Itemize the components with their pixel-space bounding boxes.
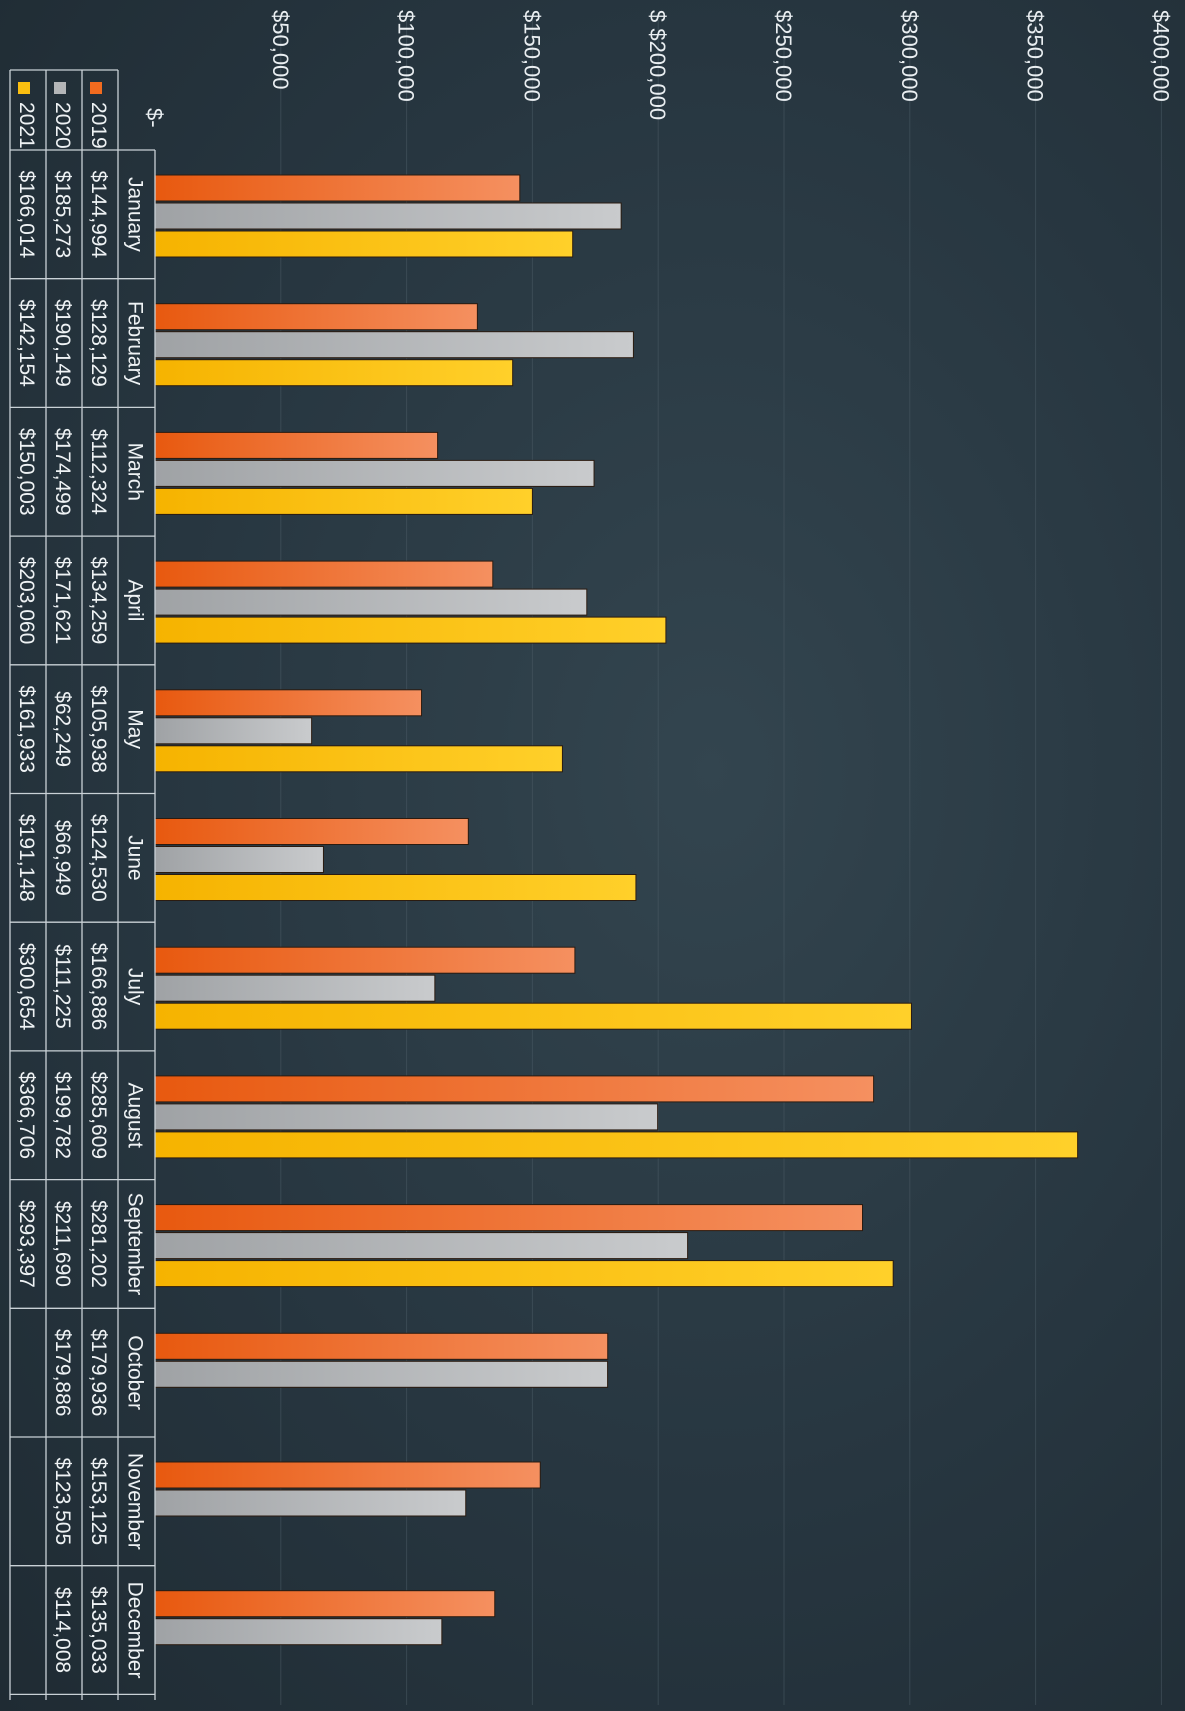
data-label-2019: $134,259 [87, 557, 110, 645]
bar-2019-december [154, 1590, 496, 1618]
data-label-2021: $150,003 [15, 428, 38, 516]
category-label: November [124, 1453, 147, 1550]
data-label-2019: $112,324 [87, 429, 110, 515]
bar-2019-november [154, 1461, 541, 1489]
category-label: October [124, 1335, 147, 1410]
data-label-2020: $211,690 [51, 1201, 74, 1287]
data-label-2019: $285,609 [87, 1071, 110, 1159]
bar-2020-november [154, 1489, 467, 1517]
bar-2020-june [154, 846, 324, 873]
bar-2019-may [154, 689, 423, 717]
y-tick-label: $ $200,000 [645, 10, 670, 120]
legend-label-2019: 2019 [87, 102, 110, 149]
y-tick-label: $100,000 [394, 10, 419, 102]
bar-2021-june [154, 874, 637, 901]
category-label: January [124, 177, 147, 252]
category-label: March [124, 443, 147, 501]
category-label: February [124, 301, 147, 386]
data-label-2019: $166,886 [87, 943, 110, 1031]
y-tick-label: $350,000 [1023, 10, 1048, 102]
bar-2020-october [154, 1360, 609, 1388]
bar-2019-april [154, 560, 494, 588]
bar-2020-september [154, 1232, 689, 1260]
y-tick-label: $250,000 [771, 10, 796, 102]
data-table: January February March April May June July Augu… [9, 69, 156, 1700]
bar-2021-may [154, 745, 563, 773]
bar-2021-april [154, 616, 667, 644]
data-label-2019: $153,125 [87, 1458, 110, 1546]
data-label-2021: $142,154 [15, 299, 38, 387]
bar-2021-july [154, 1002, 912, 1030]
data-label-2019: $281,202 [87, 1200, 110, 1288]
data-label-2020: $123,505 [51, 1458, 74, 1546]
bar-2020-august [154, 1103, 659, 1131]
bar-2019-february [154, 303, 478, 331]
y-tick-label: $300,000 [897, 10, 922, 102]
category-label: June [124, 835, 147, 881]
bar-2020-january [154, 202, 622, 230]
bar-2021-march [154, 487, 533, 515]
bar-2020-april [154, 588, 588, 616]
data-label-2019: $179,936 [87, 1329, 110, 1417]
data-label-2020: $190,149 [51, 299, 74, 387]
category-label: December [124, 1582, 147, 1679]
bar-2019-august [154, 1075, 875, 1103]
category-label: August [124, 1083, 147, 1149]
bar-2020-may [154, 717, 313, 745]
bar-2019-september [154, 1204, 864, 1232]
bar-2020-july [154, 974, 436, 1002]
data-label-2021: $161,933 [15, 685, 38, 773]
data-label-2020: $174,499 [51, 428, 74, 516]
data-label-2019: $124,530 [87, 814, 110, 902]
bar-2020-december [154, 1618, 443, 1646]
legend-label-2021: 2021 [15, 102, 38, 149]
bar-2019-october [154, 1332, 609, 1360]
data-label-2020: $171,621 [51, 557, 74, 645]
bar-2021-september [154, 1260, 894, 1288]
y-tick-label: $150,000 [519, 10, 544, 102]
bar-2021-february [154, 359, 514, 387]
category-label: May [124, 709, 147, 749]
data-label-2021: $293,397 [15, 1200, 38, 1288]
bar-2019-january [154, 174, 521, 202]
bar-2019-july [154, 946, 576, 974]
legend-swatch-2021 [18, 82, 30, 94]
bar-2021-august [154, 1131, 1079, 1159]
category-label: September [124, 1193, 147, 1296]
bar-2019-march [154, 431, 439, 459]
data-label-2020: $185,273 [51, 171, 74, 259]
data-label-2021: $203,060 [15, 557, 38, 645]
bar-2021-january [154, 230, 574, 258]
y-tick-label: $- [142, 108, 167, 128]
bar-2019-june [154, 818, 469, 845]
bar-2020-february [154, 331, 634, 359]
data-label-2020: $114,008 [51, 1587, 74, 1673]
category-label: July [124, 968, 147, 1006]
y-tick-label: $50,000 [268, 10, 293, 90]
data-label-2020: $111,225 [51, 944, 74, 1028]
data-label-2021: $366,706 [15, 1071, 38, 1159]
data-label-2019: $144,994 [87, 171, 110, 259]
data-label-2019: $105,938 [87, 685, 110, 773]
data-label-2021: $191,148 [15, 814, 38, 902]
bar-2020-march [154, 459, 595, 487]
data-label-2021: $166,014 [15, 171, 38, 259]
legend-swatch-2020 [54, 82, 66, 94]
data-label-2019: $135,033 [87, 1586, 110, 1674]
data-label-2020: $62,249 [51, 691, 74, 767]
data-label-2019: $128,129 [87, 299, 110, 387]
y-tick-label: $400,000 [1148, 10, 1173, 102]
category-label: April [124, 579, 147, 621]
data-label-2021: $300,654 [15, 943, 38, 1031]
legend-label-2020: 2020 [51, 102, 74, 149]
data-label-2020: $179,886 [51, 1329, 74, 1417]
data-label-2020: $199,782 [51, 1071, 74, 1159]
legend-swatch-2019 [90, 82, 102, 94]
data-label-2020: $66,949 [51, 820, 74, 896]
